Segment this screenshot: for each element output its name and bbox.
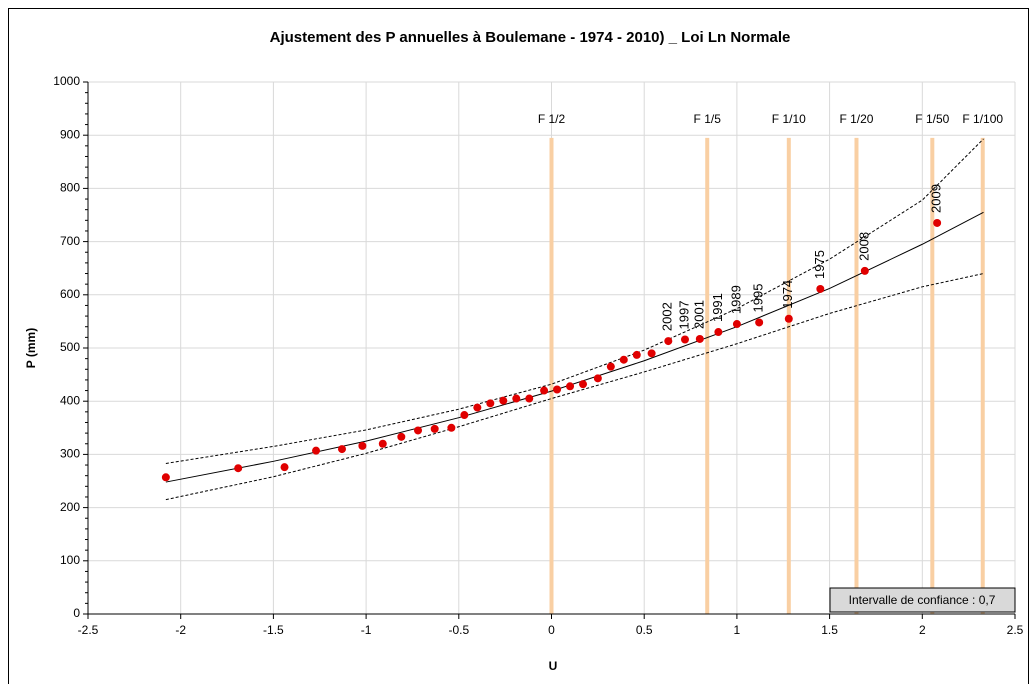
y-tick-label: 300 [60,447,80,461]
data-point [358,441,367,450]
y-tick-label: 1000 [53,74,80,88]
x-tick-label: -1 [361,623,372,637]
y-tick-label: 100 [60,553,80,567]
data-point [680,335,689,344]
data-point [632,350,641,359]
data-point [280,463,289,472]
data-point [619,355,628,364]
y-tick-label: 0 [73,606,80,620]
x-tick-label: -2 [175,623,186,637]
data-point [161,473,170,482]
x-tick-label: -1.5 [263,623,284,637]
data-point [397,432,406,441]
point-label: 1975 [812,250,827,279]
point-label: 1995 [751,284,766,313]
data-point [473,403,482,412]
x-tick-label: 0.5 [636,623,653,637]
y-tick-label: 200 [60,500,80,514]
note-box [829,587,1016,613]
confidence-band [165,138,984,464]
point-label: 1989 [728,285,743,314]
y-tick-label: 700 [60,234,80,248]
data-point [486,399,495,408]
point-label: 2009 [929,184,944,213]
data-point [460,411,469,420]
y-axis-label: P (mm) [24,328,38,368]
data-point [447,423,456,432]
y-tick-label: 500 [60,340,80,354]
x-tick-label: 1 [734,623,741,637]
return-period-label: F 1/10 [772,112,806,126]
return-period-label: F 1/5 [694,112,722,126]
confidence-band [165,273,984,501]
y-tick-label: 400 [60,393,80,407]
data-point [664,337,673,346]
data-point [579,380,588,389]
data-point [337,445,346,454]
x-tick-label: -2.5 [78,623,99,637]
x-tick-label: -0.5 [448,623,469,637]
note-text: Intervalle de confiance : 0,7 [849,593,996,607]
data-point [606,362,615,371]
y-tick-label: 900 [60,127,80,141]
data-point [378,439,387,448]
data-point [234,464,243,473]
y-tick-label: 800 [60,181,80,195]
point-label: 2001 [691,300,706,329]
x-tick-label: 0 [548,623,555,637]
x-tick-label: 2.5 [1007,623,1024,637]
return-period-label: F 1/2 [538,112,566,126]
return-period-label: F 1/100 [962,112,1003,126]
data-point [512,394,521,403]
y-tick-label: 600 [60,287,80,301]
point-label: 2008 [856,232,871,261]
data-point [784,314,793,323]
x-tick-label: 1.5 [821,623,838,637]
point-label: 1997 [676,301,691,330]
x-axis-label: U [549,659,558,673]
data-point [755,318,764,327]
point-label: 2002 [660,302,675,331]
chart-frame [8,8,1029,684]
chart-title: Ajustement des P annuelles à Boulemane -… [270,29,791,46]
point-label: 1974 [780,280,795,309]
data-point [430,424,439,433]
point-label: 1991 [710,293,725,322]
return-period-label: F 1/50 [915,112,949,126]
data-point [816,284,825,293]
return-period-label: F 1/20 [839,112,873,126]
data-point [714,328,723,337]
data-point [525,394,534,403]
data-point [540,386,549,395]
data-point [414,426,423,435]
data-point [499,396,508,405]
data-point [732,320,741,329]
data-point [860,266,869,275]
data-point [647,349,656,358]
data-point [933,218,942,227]
data-point [553,385,562,394]
data-point [695,334,704,343]
x-tick-label: 2 [919,623,926,637]
data-point [593,374,602,383]
data-point [312,446,321,455]
data-point [566,382,575,391]
